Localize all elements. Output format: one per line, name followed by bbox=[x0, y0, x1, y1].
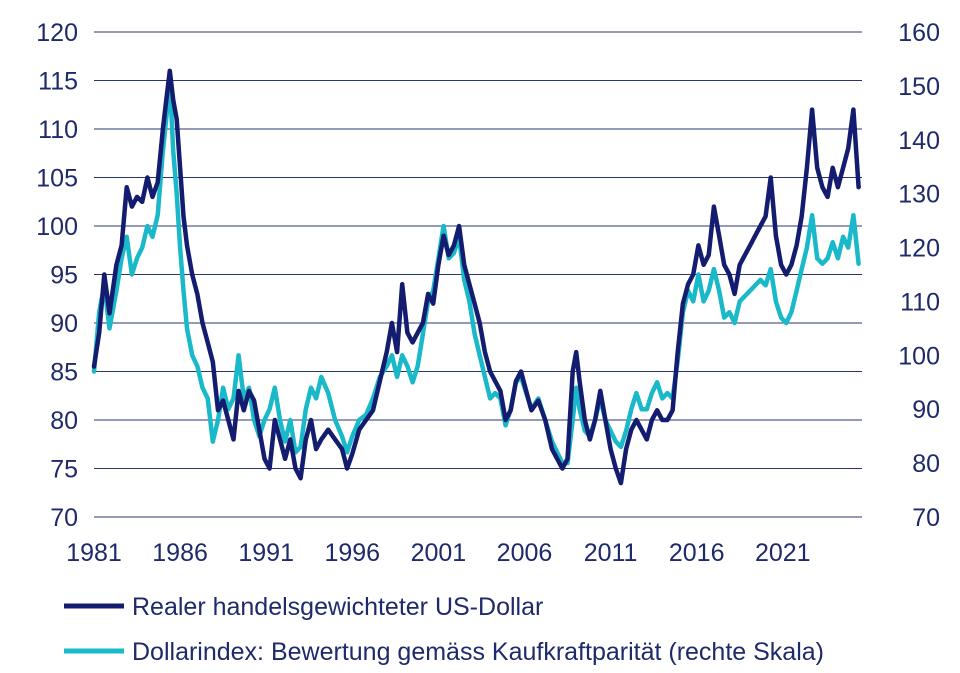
right-tick-label: 100 bbox=[898, 342, 940, 370]
right-tick-label: 90 bbox=[912, 396, 940, 424]
x-tick-label: 2011 bbox=[584, 539, 638, 567]
series-line-real-usd bbox=[91, 68, 861, 486]
left-tick-label: 120 bbox=[36, 19, 78, 47]
series-lines bbox=[91, 68, 861, 486]
x-tick-label: 1986 bbox=[152, 539, 208, 567]
left-tick-label: 100 bbox=[36, 213, 78, 241]
x-tick-label: 2006 bbox=[497, 539, 553, 567]
legend: Realer handelsgewichteter US-Dollar Doll… bbox=[64, 593, 824, 666]
left-tick-label: 80 bbox=[50, 407, 78, 435]
x-axis-ticks: 1981 1986 1991 1996 2001 2006 2011 2016 2021 bbox=[66, 539, 810, 567]
x-tick-label: 2021 bbox=[755, 539, 811, 567]
legend-label-real-usd: Realer handelsgewichteter US-Dollar bbox=[132, 593, 543, 621]
right-tick-label: 80 bbox=[912, 450, 940, 478]
x-tick-label: 2001 bbox=[411, 539, 467, 567]
left-tick-label: 95 bbox=[50, 262, 78, 290]
right-tick-label: 130 bbox=[898, 181, 940, 209]
left-tick-label: 70 bbox=[50, 504, 78, 532]
x-tick-label: 1996 bbox=[324, 539, 380, 567]
x-tick-label: 2016 bbox=[669, 539, 725, 567]
legend-label-ppp-index: Dollarindex: Bewertung gemäss Kaufkraftp… bbox=[132, 638, 824, 666]
left-tick-label: 110 bbox=[38, 116, 78, 144]
left-tick-label: 75 bbox=[50, 456, 78, 484]
right-tick-label: 150 bbox=[898, 73, 940, 101]
right-tick-label: 70 bbox=[912, 504, 940, 532]
right-tick-label: 160 bbox=[898, 19, 940, 47]
left-axis-ticks: 120 115 110 105 100 95 90 85 80 75 70 bbox=[36, 19, 78, 532]
left-tick-label: 105 bbox=[36, 165, 78, 193]
series-line-ppp-index bbox=[91, 78, 861, 466]
left-tick-label: 85 bbox=[50, 359, 78, 387]
right-tick-label: 120 bbox=[898, 235, 940, 263]
right-axis-ticks: 160 150 140 130 120 110 100 90 80 70 bbox=[898, 19, 940, 532]
x-tick-label: 1991 bbox=[238, 539, 294, 567]
x-tick-label: 1981 bbox=[66, 539, 122, 567]
left-tick-label: 90 bbox=[50, 310, 78, 338]
left-tick-label: 115 bbox=[38, 68, 78, 96]
right-tick-label: 110 bbox=[900, 288, 940, 316]
gridlines bbox=[94, 31, 862, 518]
right-tick-label: 140 bbox=[898, 127, 940, 155]
